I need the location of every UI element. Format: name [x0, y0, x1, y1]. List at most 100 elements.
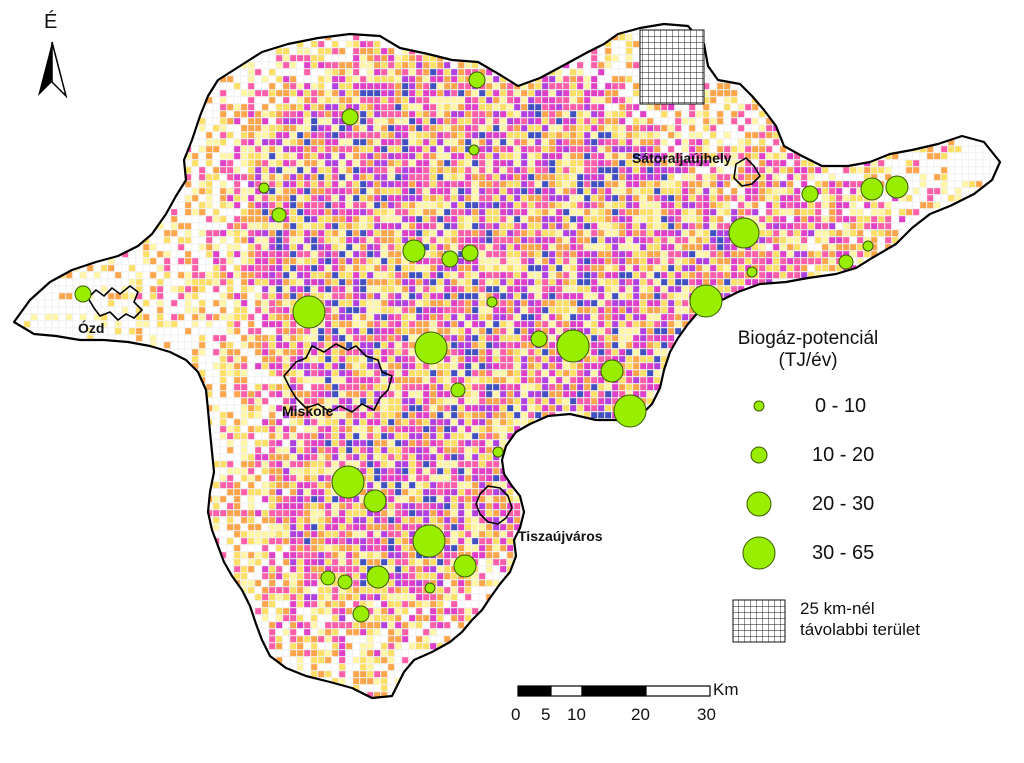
grid-cell: [499, 369, 507, 377]
grid-cell: [93, 278, 101, 286]
grid-cell: [282, 173, 290, 181]
grid-cell: [366, 439, 374, 447]
grid-cell: [422, 103, 430, 111]
grid-cell: [254, 208, 262, 216]
grid-cell: [345, 243, 353, 251]
grid-cell: [429, 397, 437, 405]
grid-cell: [667, 215, 675, 223]
grid-cell: [835, 166, 843, 174]
grid-cell: [331, 89, 339, 97]
grid-cell: [674, 208, 682, 216]
grid-cell: [632, 89, 640, 97]
grid-cell: [632, 299, 640, 307]
grid-cell: [492, 222, 500, 230]
grid-cell: [212, 341, 220, 349]
grid-cell: [261, 285, 269, 293]
grid-cell: [793, 222, 801, 230]
grid-cell: [429, 236, 437, 244]
grid-cell: [240, 103, 248, 111]
grid-cell: [639, 264, 647, 272]
grid-cell: [317, 271, 325, 279]
grid-cell: [394, 180, 402, 188]
grid-cell: [345, 446, 353, 454]
grid-cell: [590, 292, 598, 300]
grid-cell: [163, 257, 171, 265]
grid-cell: [499, 166, 507, 174]
grid-cell: [401, 348, 409, 356]
grid-cell: [387, 180, 395, 188]
grid-cell: [576, 117, 584, 125]
grid-cell: [590, 362, 598, 370]
grid-cell: [338, 194, 346, 202]
grid-cell: [625, 229, 633, 237]
grid-cell: [653, 341, 661, 349]
grid-cell: [821, 173, 829, 181]
grid-cell: [485, 250, 493, 258]
grid-cell: [723, 117, 731, 125]
grid-cell: [352, 390, 360, 398]
grid-cell: [170, 306, 178, 314]
grid-cell: [72, 313, 80, 321]
grid-cell: [366, 369, 374, 377]
grid-cell: [779, 271, 787, 279]
grid-cell: [618, 222, 626, 230]
grid-cell: [289, 460, 297, 468]
grid-cell: [254, 341, 262, 349]
grid-cell: [317, 327, 325, 335]
grid-cell: [618, 376, 626, 384]
grid-cell: [793, 173, 801, 181]
grid-cell: [457, 173, 465, 181]
grid-cell: [548, 383, 556, 391]
grid-cell: [429, 390, 437, 398]
grid-cell: [478, 215, 486, 223]
grid-cell: [653, 313, 661, 321]
grid-cell: [373, 222, 381, 230]
grid-cell: [401, 138, 409, 146]
grid-cell: [163, 306, 171, 314]
grid-cell: [317, 257, 325, 265]
grid-cell: [303, 54, 311, 62]
grid-cell: [660, 173, 668, 181]
grid-cell: [779, 166, 787, 174]
grid-cell: [450, 425, 458, 433]
grid-cell: [618, 264, 626, 272]
grid-cell: [618, 75, 626, 83]
grid-cell: [730, 208, 738, 216]
grid-cell: [583, 390, 591, 398]
grid-cell: [968, 173, 976, 181]
grid-cell: [359, 397, 367, 405]
grid-cell: [401, 236, 409, 244]
grid-cell: [219, 110, 227, 118]
grid-cell: [520, 383, 528, 391]
grid-cell: [345, 327, 353, 335]
grid-cell: [233, 460, 241, 468]
grid-cell: [555, 208, 563, 216]
grid-cell: [660, 250, 668, 258]
grid-cell: [338, 236, 346, 244]
grid-cell: [562, 103, 570, 111]
grid-cell: [394, 173, 402, 181]
grid-cell: [975, 159, 983, 167]
grid-cell: [261, 264, 269, 272]
grid-cell: [576, 278, 584, 286]
grid-cell: [849, 201, 857, 209]
grid-cell: [730, 271, 738, 279]
grid-cell: [478, 411, 486, 419]
grid-cell: [646, 180, 654, 188]
grid-cell: [429, 250, 437, 258]
grid-cell: [646, 222, 654, 230]
grid-cell: [877, 243, 885, 251]
grid-cell: [702, 180, 710, 188]
grid-cell: [401, 180, 409, 188]
grid-cell: [233, 411, 241, 419]
grid-cell: [429, 299, 437, 307]
grid-cell: [233, 96, 241, 104]
grid-cell: [240, 278, 248, 286]
grid-cell: [688, 152, 696, 160]
grid-cell: [275, 54, 283, 62]
grid-cell: [779, 201, 787, 209]
grid-cell: [884, 159, 892, 167]
grid-cell: [555, 117, 563, 125]
grid-cell: [338, 47, 346, 55]
grid-cell: [534, 257, 542, 265]
